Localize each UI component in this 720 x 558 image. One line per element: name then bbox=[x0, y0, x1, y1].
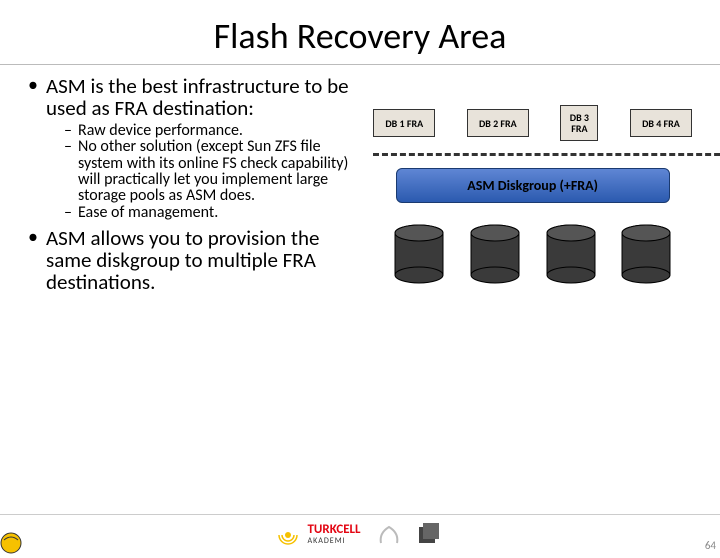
db2-fra-box: DB 2 FRA bbox=[467, 109, 529, 137]
brand-text-bottom: AKADEMI bbox=[307, 536, 360, 546]
db1-fra-box: DB 1 FRA bbox=[373, 109, 435, 137]
page-title: Flash Recovery Area bbox=[0, 14, 720, 58]
wave-icon bbox=[275, 522, 301, 548]
db-box-row: DB 1 FRA DB 2 FRA DB 3 FRA DB 4 FRA bbox=[373, 105, 692, 141]
cylinder-icon bbox=[543, 223, 599, 285]
asm-diskgroup-bar: ASM Diskgroup (+FRA) bbox=[396, 168, 670, 203]
sub-bullet-ease: Ease of management. bbox=[64, 205, 365, 221]
bee-icon bbox=[0, 528, 26, 558]
dashed-separator bbox=[373, 153, 720, 156]
cylinder-icon bbox=[467, 223, 523, 285]
cubic-logo-icon bbox=[417, 523, 445, 547]
footer-bar: TURKCELL AKADEMI 64 bbox=[0, 514, 720, 554]
left-column: ASM is the best infrastructure to be use… bbox=[28, 75, 373, 297]
sub-bullet-list: Raw device performance. No other solutio… bbox=[28, 123, 365, 221]
cylinder-icon bbox=[618, 223, 674, 285]
cylinder-icon bbox=[391, 223, 447, 285]
title-divider bbox=[0, 64, 720, 65]
right-diagram: DB 1 FRA DB 2 FRA DB 3 FRA DB 4 FRA ASM … bbox=[373, 75, 692, 297]
db4-fra-box: DB 4 FRA bbox=[630, 109, 692, 137]
db3-fra-box: DB 3 FRA bbox=[560, 105, 598, 141]
footer-brand: TURKCELL AKADEMI bbox=[275, 522, 360, 548]
cylinder-row bbox=[386, 223, 679, 285]
content-area: ASM is the best infrastructure to be use… bbox=[0, 75, 720, 297]
brand-text-top: TURKCELL bbox=[307, 523, 360, 536]
bullet-asm-best: ASM is the best infrastructure to be use… bbox=[28, 75, 365, 119]
sub-bullet-no-other: No other solution (except Sun ZFS file s… bbox=[64, 139, 365, 204]
page-number: 64 bbox=[705, 539, 716, 552]
laurel-icon bbox=[375, 521, 403, 549]
bullet-asm-provision: ASM allows you to provision the same dis… bbox=[28, 227, 365, 293]
